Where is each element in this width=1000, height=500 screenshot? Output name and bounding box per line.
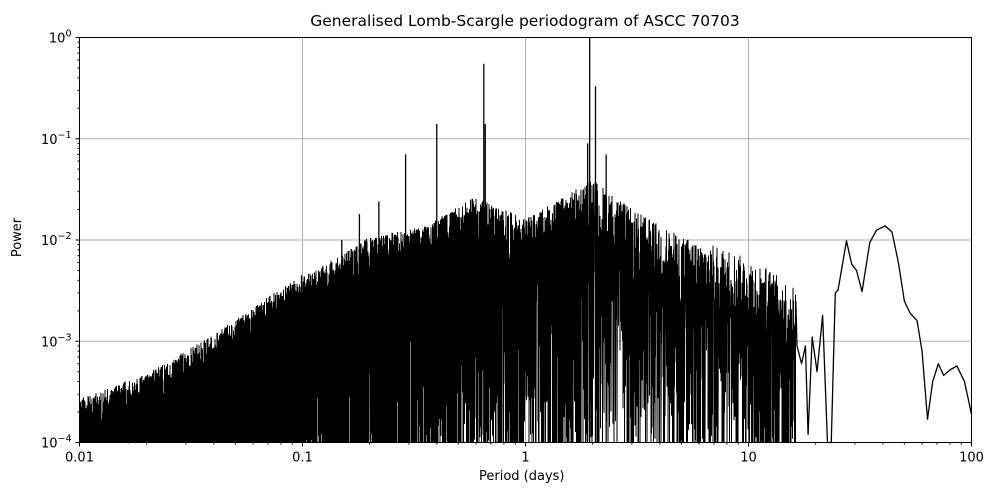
x-tick-label: 0.1 — [292, 451, 313, 466]
chart-title: Generalised Lomb-Scargle periodogram of … — [310, 12, 740, 30]
y-tick-label: 10−4 — [41, 434, 72, 452]
y-tick-label: 10−3 — [41, 332, 72, 350]
periodogram-curve — [79, 37, 973, 445]
x-tick-label: 1 — [521, 451, 529, 466]
x-tick-label: 10 — [740, 451, 757, 466]
x-axis-ticks: 0.01 0.1 1 10 100 — [65, 442, 984, 466]
y-tick-label: 10−1 — [41, 130, 72, 148]
y-axis-ticks: 100 10−1 10−2 10−3 10−4 — [41, 29, 80, 452]
x-tick-label: 100 — [959, 451, 984, 466]
y-tick-label: 10−2 — [41, 231, 72, 249]
y-tick-label: 100 — [49, 29, 72, 47]
x-axis-label: Period (days) — [479, 469, 565, 484]
x-tick-label: 0.01 — [65, 451, 94, 466]
